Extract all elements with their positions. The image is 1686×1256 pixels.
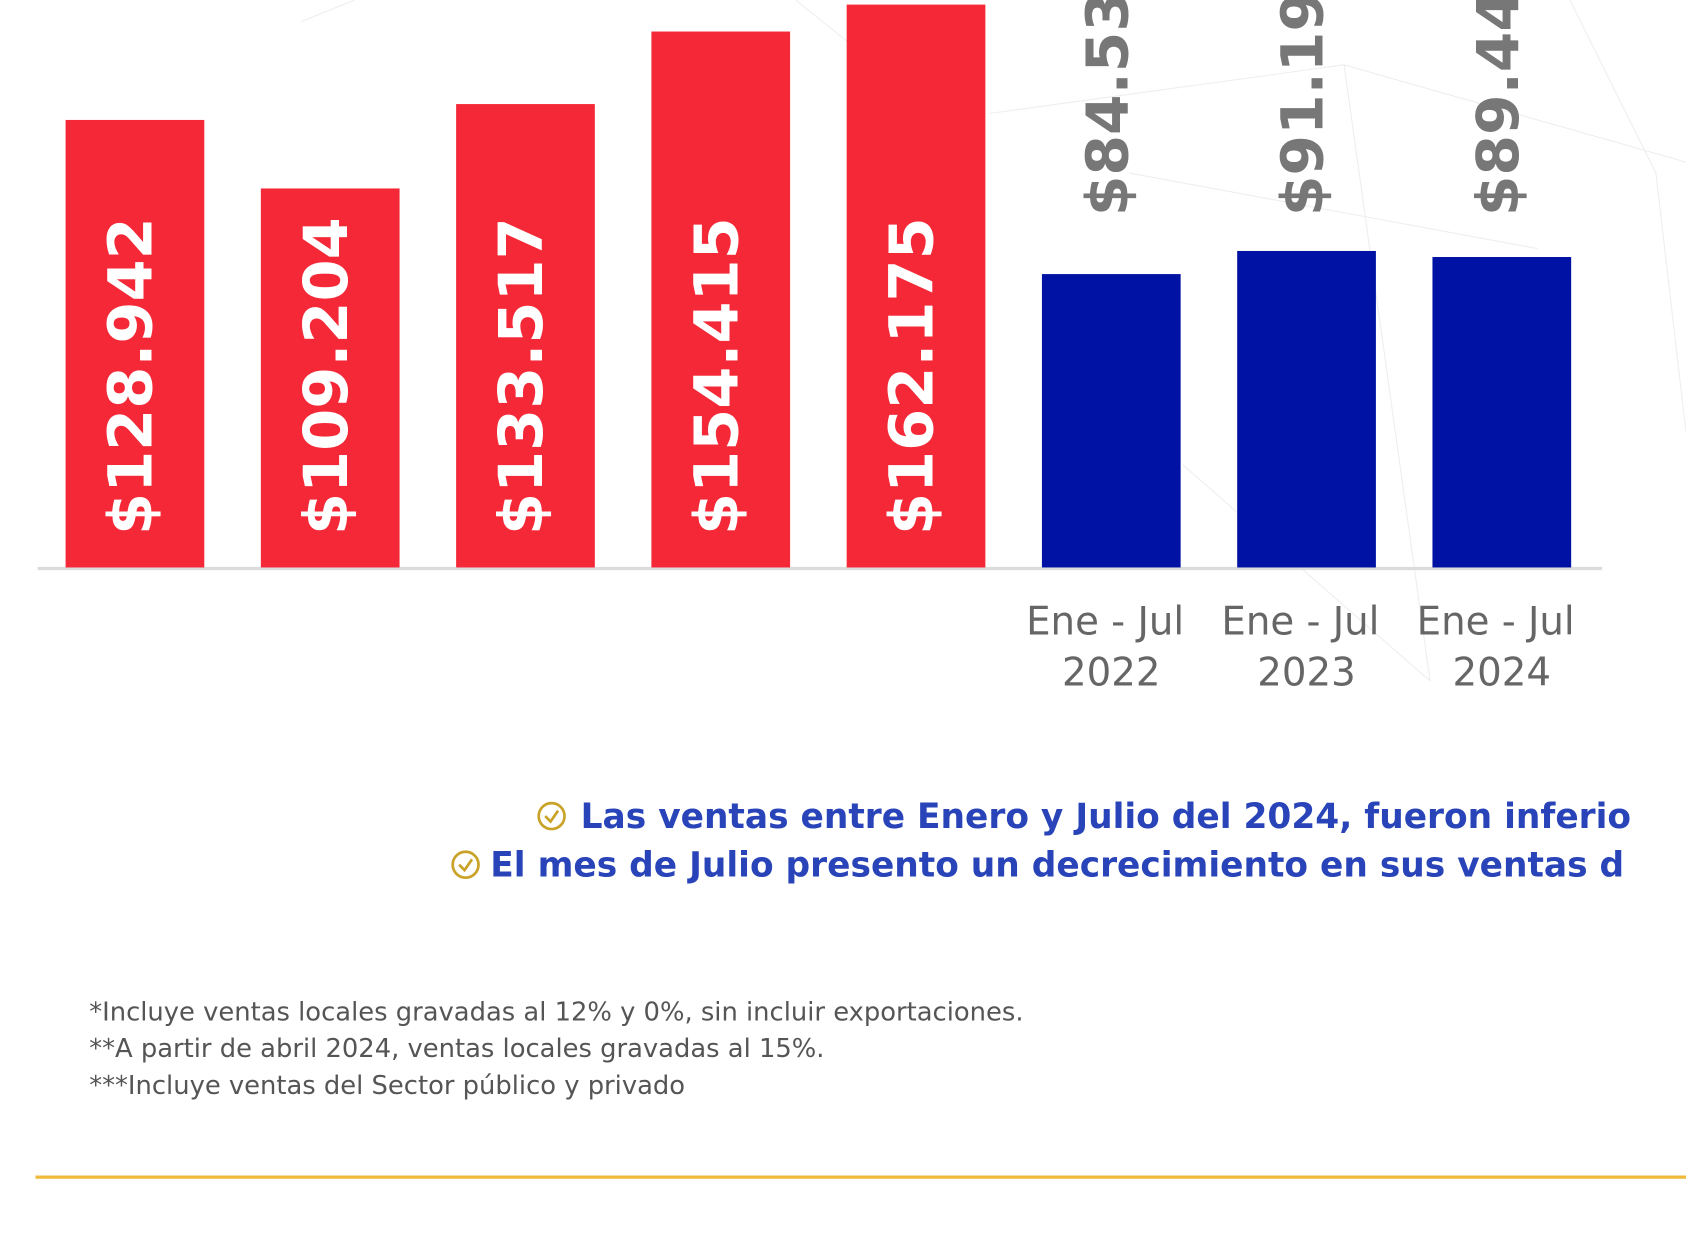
- bar: [456, 104, 595, 568]
- background-network: [300, 0, 1686, 682]
- check-icon: [537, 801, 566, 831]
- footnotes: *Incluye ventas locales gravadas al 12% …: [89, 997, 1023, 1101]
- bar: [260, 188, 400, 568]
- value-label: $128.942: [97, 217, 167, 535]
- footnote: ***Incluye ventas del Sector público y p…: [89, 1071, 685, 1101]
- value-label: $133.517: [487, 217, 557, 535]
- value-label: $84.530: [1073, 0, 1141, 216]
- bar: [1041, 274, 1181, 568]
- x-tick-label: Ene - Jul 2024: [1417, 599, 1587, 695]
- note-text: El mes de Julio presento un decrecimient…: [490, 845, 1624, 885]
- x-tick-label: Ene - Jul 2022: [1026, 599, 1196, 695]
- notes: Las ventas entre Enero y Julio del 2024,…: [451, 797, 1631, 885]
- value-label: $154.415: [682, 217, 752, 535]
- value-label: $162.175: [878, 217, 948, 535]
- footnote: **A partir de abril 2024, ventas locales…: [89, 1034, 824, 1064]
- bar: [846, 4, 986, 568]
- bar: [1432, 257, 1572, 568]
- check-mark: [458, 858, 474, 873]
- value-label: $91.192: [1269, 0, 1337, 216]
- footnote: *Incluye ventas locales gravadas al 12% …: [89, 997, 1023, 1027]
- check-icon: [451, 850, 480, 880]
- check-mark: [544, 809, 560, 824]
- bar: [1237, 250, 1376, 568]
- note-text: Las ventas entre Enero y Julio del 2024,…: [581, 797, 1631, 837]
- bar: [65, 119, 205, 568]
- value-label: $89.446: [1464, 0, 1532, 216]
- x-tick-label: Ene - Jul 2023: [1221, 599, 1391, 695]
- value-label: $109.204: [292, 217, 362, 535]
- bar: [651, 31, 791, 568]
